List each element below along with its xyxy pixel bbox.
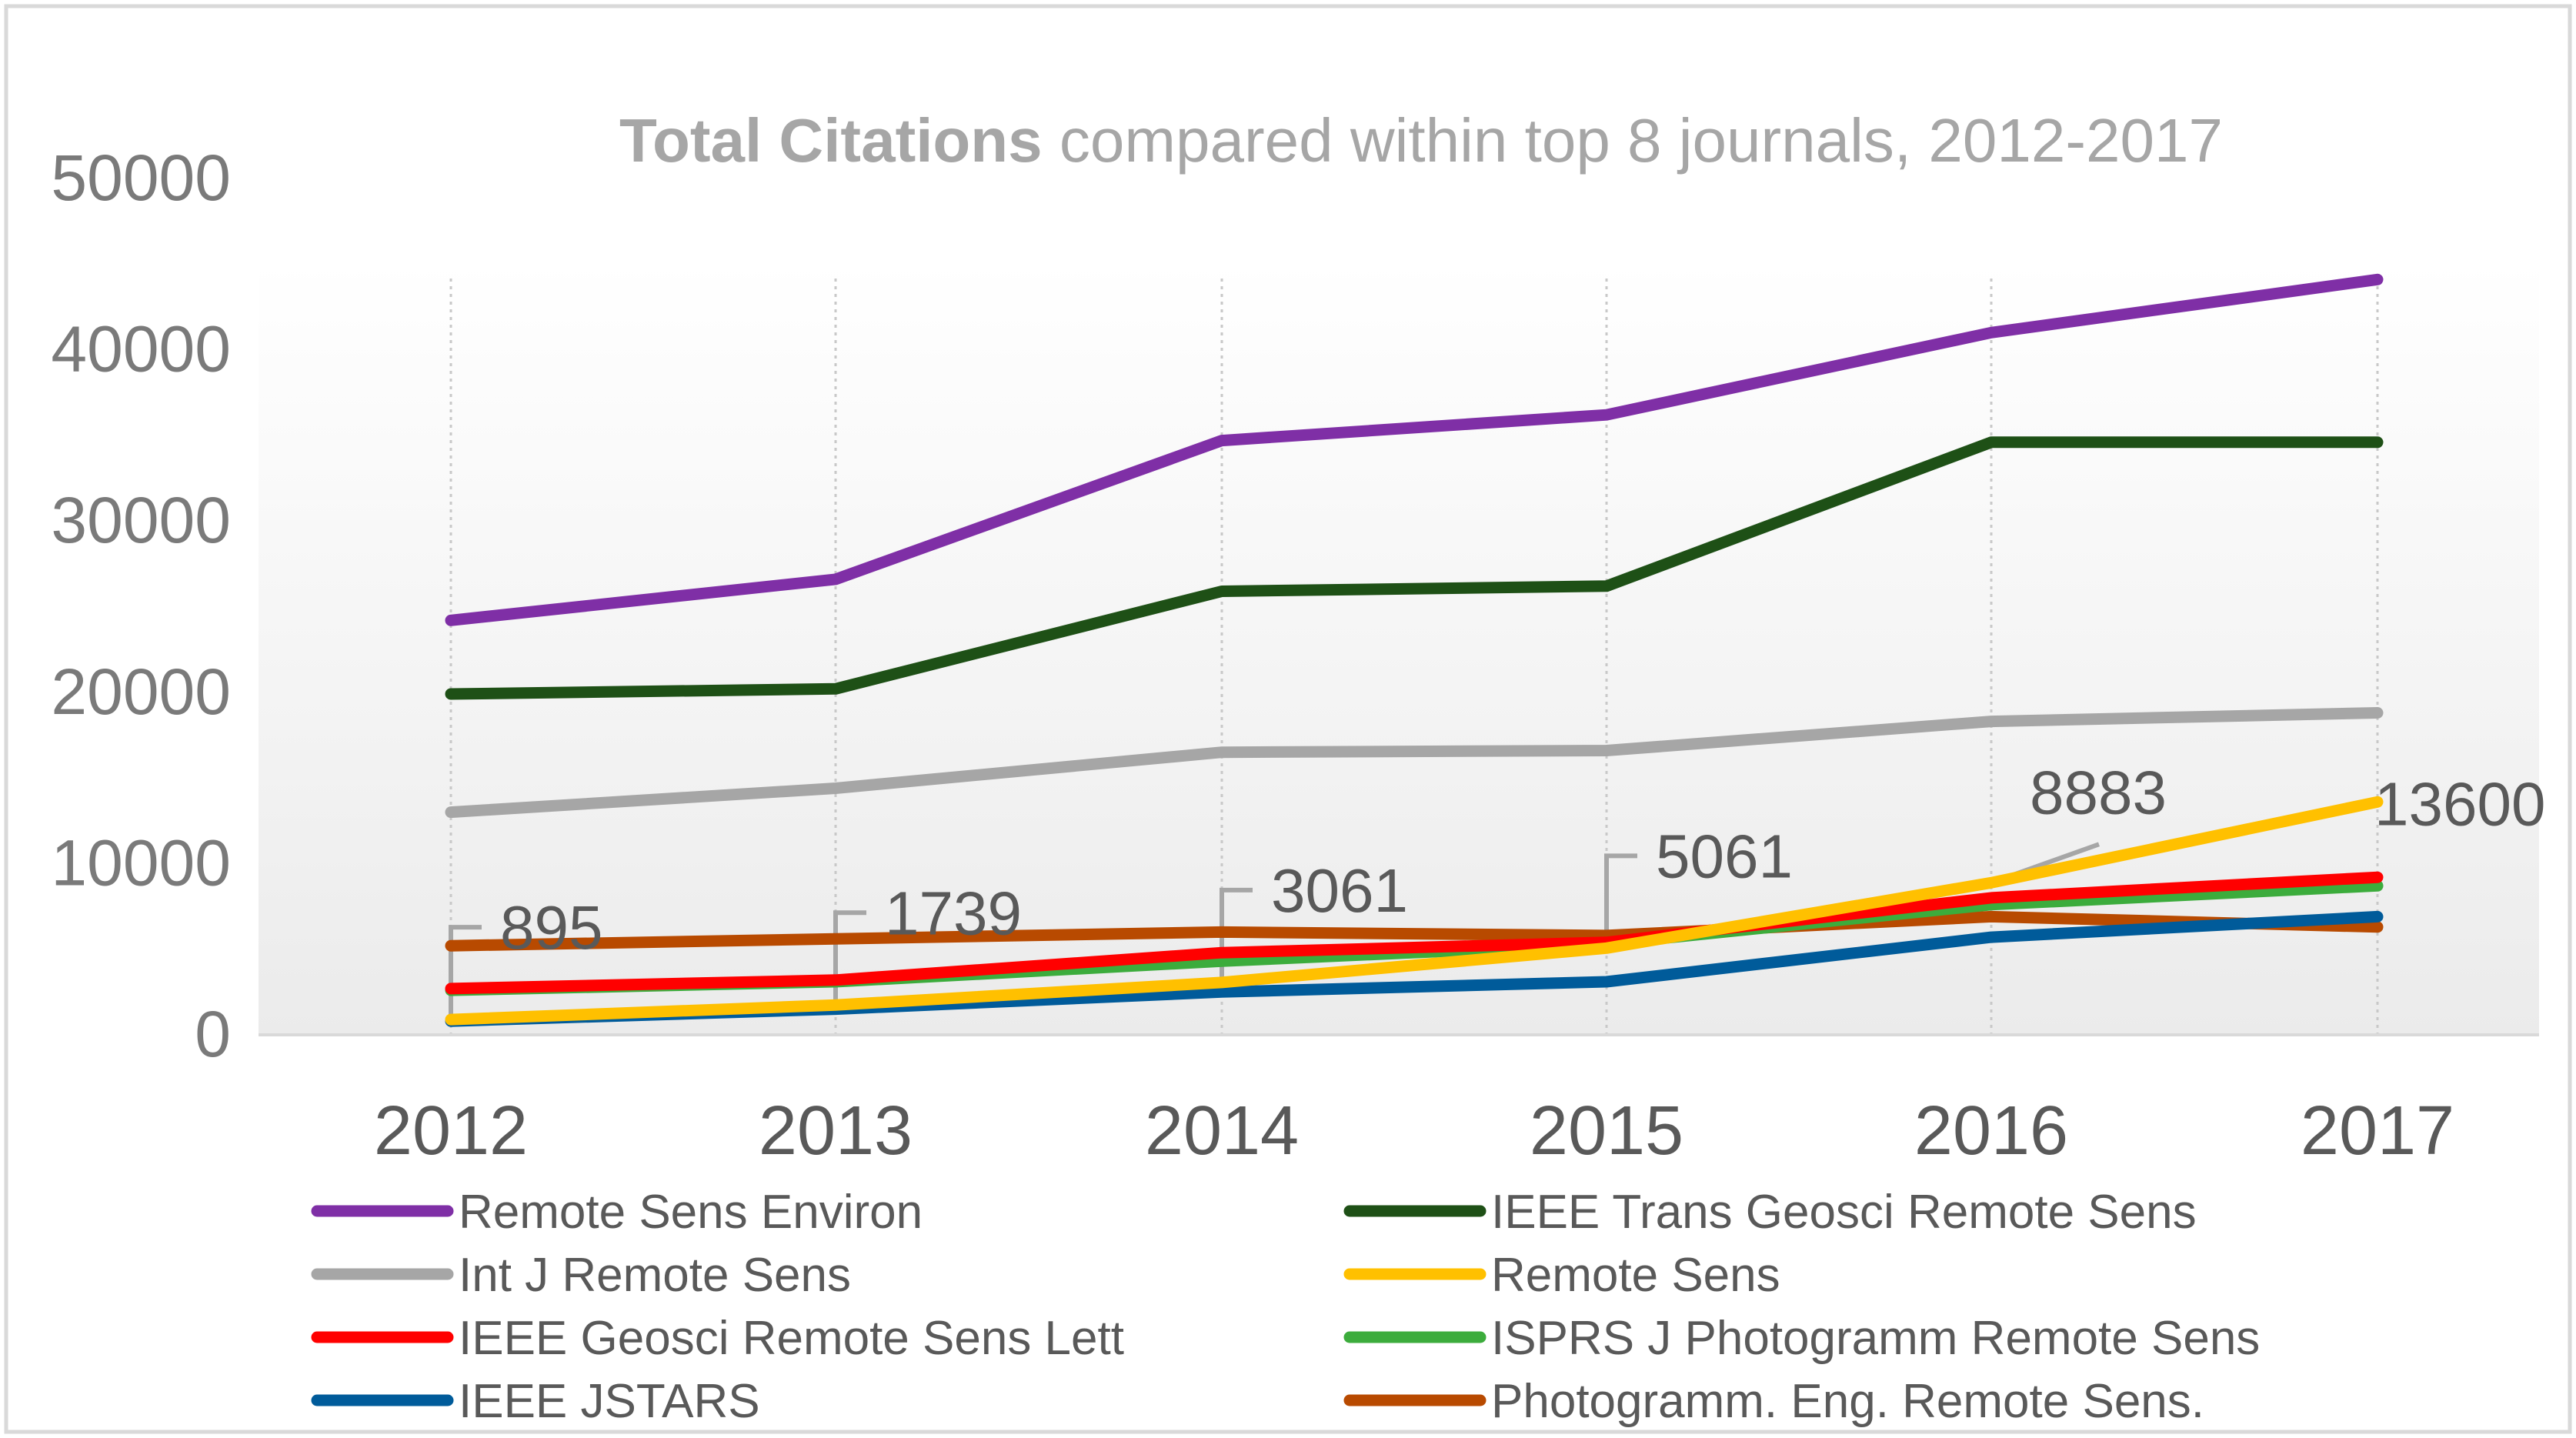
series-line-remote-sens-environ [445,273,2384,626]
legend-label: Int J Remote Sens [459,1249,851,1302]
x-tick-label: 2014 [1145,1093,1299,1169]
legend: Remote Sens Environ IEEE Trans Geosci Rem… [311,1186,2260,1428]
x-tick-label: 2015 [1530,1093,1683,1169]
legend-label: Remote Sens Environ [459,1186,923,1239]
legend-label: IEEE JSTARS [459,1375,760,1428]
legend-label: ISPRS J Photogramm Remote Sens [1491,1312,2260,1365]
series-lines [445,273,2384,1027]
chart-title: Total Citations compared within top 8 jo… [619,106,2223,175]
data-label: 5061 [1656,822,1793,890]
series-line-photogramm-eng-remote-sens [445,910,2384,952]
chart-title-bold: Total Citations [619,106,1043,175]
y-tick-label: 20000 [51,656,231,728]
data-label: 3061 [1271,856,1408,925]
y-tick-label: 40000 [51,313,231,385]
y-axis: 0 10000 20000 30000 40000 50000 [51,142,231,1070]
data-labels: 895 1739 3061 5061 8883 13600 [500,758,2545,962]
legend-label: Remote Sens [1491,1249,1780,1302]
data-label-leader [1604,853,1637,949]
series-line-int-j-remote-sens [445,707,2384,819]
plot-area [259,262,2539,1035]
data-label: 895 [500,893,602,962]
y-tick-label: 10000 [51,826,231,899]
x-tick-label: 2013 [759,1093,913,1169]
series-line-remote-sens [445,796,2384,1026]
legend-label: IEEE Trans Geosci Remote Sens [1491,1186,2197,1239]
data-label: 13600 [2374,769,2545,838]
x-tick-label: 2017 [2301,1093,2454,1169]
x-tick-label: 2012 [374,1093,528,1169]
legend-label: IEEE Geosci Remote Sens Lett [459,1312,1124,1365]
x-tick-label: 2016 [1914,1093,2068,1169]
chart-title-rest: compared within top 8 journals, 2012-201… [1043,106,2223,175]
y-tick-label: 0 [195,998,231,1070]
legend-label: Photogramm. Eng. Remote Sens. [1491,1375,2204,1428]
y-tick-label: 30000 [51,484,231,556]
series-line-ieee-trans-geosci-remote-sens [445,436,2384,700]
data-label: 8883 [2030,758,2167,826]
grid-lines [449,279,2379,1035]
x-axis: 2012 2013 2014 2015 2016 2017 [374,1093,2454,1169]
y-tick-label: 50000 [51,142,231,214]
series-line-ieee-geosci-remote-sens-lett [445,871,2384,995]
data-label: 1739 [885,879,1022,947]
